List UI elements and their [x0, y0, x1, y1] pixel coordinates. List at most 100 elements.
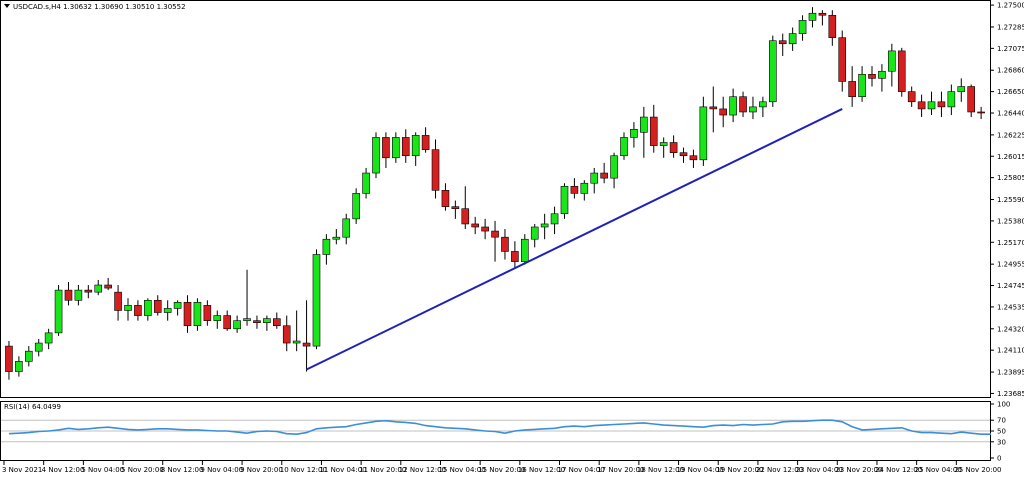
trendline[interactable] — [306, 108, 843, 371]
candle — [203, 300, 212, 326]
candle — [808, 7, 817, 28]
candle — [749, 96, 757, 120]
trendline-layer[interactable] — [306, 108, 843, 371]
candle — [818, 10, 827, 26]
price-tick-label: 1.24745 — [997, 282, 1024, 290]
candle-body-bull — [858, 74, 866, 98]
time-label: 22 Nov 12:00 — [756, 466, 803, 474]
candle-body-bear — [907, 91, 916, 103]
candle-body-bull — [163, 308, 172, 313]
time-label: 15 Nov 20:00 — [478, 466, 525, 474]
candle-body-bear — [114, 291, 122, 311]
time-label: 15 Nov 04:00 — [438, 466, 485, 474]
candle-body-bear — [153, 299, 162, 313]
candle-body-bull — [74, 289, 83, 301]
candle — [540, 213, 549, 240]
candle — [382, 132, 390, 168]
candle-body-bear — [600, 172, 608, 179]
candle-body-bull — [34, 342, 43, 352]
candle — [868, 66, 876, 87]
time-label: 19 Nov 04:00 — [677, 466, 724, 474]
candle-body-bull — [144, 299, 152, 316]
candle-body-bear — [302, 342, 311, 347]
price-tick-label: 1.26860 — [997, 67, 1024, 75]
candle-body-bear — [223, 315, 231, 330]
candle-body-bear — [272, 318, 281, 327]
time-label: 8 Nov 12:00 — [161, 466, 204, 474]
rsi-axis: 100 70 50 30 0 — [990, 401, 1010, 463]
rsi-tick-label: 0 — [997, 455, 1001, 463]
price-pane-frame — [0, 0, 991, 398]
candle — [124, 298, 132, 321]
candle-body-bull — [352, 193, 360, 220]
candle — [719, 96, 728, 128]
candle — [511, 241, 519, 268]
candle-body-bull — [292, 340, 301, 344]
candle — [570, 178, 579, 199]
candle-body-bull — [263, 318, 271, 323]
time-label: 17 Nov 04:00 — [558, 466, 605, 474]
candle-body-bear — [253, 320, 261, 323]
candle-body-bull — [312, 254, 321, 347]
candle-body-bear — [511, 251, 519, 262]
candle — [332, 229, 341, 245]
candle — [768, 35, 777, 107]
candle — [471, 216, 480, 235]
rsi-tick-label: 50 — [997, 428, 1006, 436]
candle-body-bull — [888, 50, 896, 72]
candle-body-bear — [421, 135, 430, 150]
candle — [302, 300, 311, 372]
time-label: 11 Nov 04:00 — [319, 466, 366, 474]
candle — [233, 315, 241, 333]
candle — [778, 33, 787, 56]
candle-body-bear — [897, 50, 906, 92]
time-label: 5 Nov 20:00 — [121, 466, 164, 474]
rsi-tick-label: 100 — [997, 401, 1010, 409]
candle — [947, 84, 956, 116]
candle-body-bull — [213, 315, 222, 321]
candle — [183, 295, 192, 333]
candle-body-bear — [134, 305, 142, 316]
candle-body-bear — [739, 96, 747, 113]
triangle-down-icon[interactable] — [4, 4, 10, 8]
rsi-tick-label: 30 — [997, 438, 1006, 446]
candle-body-bear — [203, 305, 212, 321]
candle — [858, 66, 866, 102]
candle-body-bear — [501, 236, 509, 252]
candle — [144, 298, 152, 321]
candle — [223, 310, 231, 331]
candle — [649, 104, 658, 153]
candle-body-bull — [322, 238, 331, 255]
candle-body-bull — [24, 350, 33, 362]
candle-body-bear — [868, 74, 876, 79]
price-tick-label: 1.25805 — [997, 174, 1024, 182]
rsi-line-layer — [8, 419, 991, 436]
candle-body-bull — [520, 238, 529, 262]
candle — [312, 249, 321, 350]
candle-body-bear — [709, 106, 718, 110]
candle-body-bear — [669, 142, 678, 153]
time-label: 17 Nov 20:00 — [597, 466, 644, 474]
rsi-label: RSI(14) 64.0499 — [4, 403, 61, 411]
price-tick-label: 1.24320 — [997, 325, 1024, 333]
candle-body-bear — [828, 14, 837, 38]
candle-body-bull — [392, 137, 400, 159]
candle — [927, 91, 936, 116]
candle — [610, 152, 618, 189]
candle — [322, 234, 331, 265]
candle-body-bull — [362, 172, 370, 194]
candle-body-bull — [342, 218, 351, 238]
candle — [620, 132, 628, 160]
candle — [74, 285, 83, 306]
candle-body-bear — [441, 190, 450, 207]
candle-body-bull — [878, 70, 886, 79]
time-label: 5 Nov 04:00 — [81, 466, 124, 474]
price-axis: 1.27500 1.27285 1.27075 1.26860 1.26650 1.264… — [990, 2, 1024, 398]
candle — [878, 64, 886, 92]
time-label: 4 Nov 12:00 — [42, 466, 85, 474]
candle — [788, 27, 797, 51]
candle — [659, 137, 668, 158]
candle — [640, 106, 648, 158]
